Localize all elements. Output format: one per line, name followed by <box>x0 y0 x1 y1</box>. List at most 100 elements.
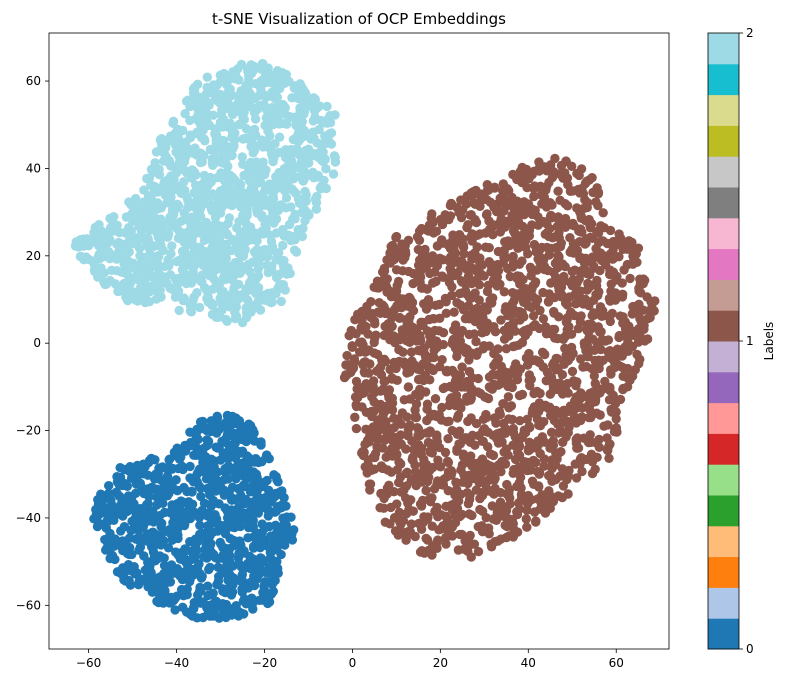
point-label-1 <box>432 261 443 271</box>
point-label-2 <box>188 84 199 94</box>
point-label-1 <box>402 508 412 519</box>
point-label-1 <box>604 453 614 463</box>
point-label-2 <box>311 204 322 214</box>
point-label-0 <box>217 436 227 446</box>
point-label-0 <box>122 548 133 559</box>
point-label-1 <box>391 265 402 275</box>
point-label-0 <box>206 416 216 426</box>
colorbar-segment <box>708 33 739 65</box>
point-label-2 <box>167 241 177 251</box>
point-label-0 <box>280 540 290 550</box>
point-label-1 <box>631 249 641 259</box>
point-label-1 <box>561 357 571 367</box>
point-label-2 <box>267 241 277 252</box>
point-label-2 <box>219 142 229 152</box>
point-label-0 <box>142 500 152 510</box>
point-label-2 <box>231 302 242 312</box>
point-label-2 <box>196 228 206 238</box>
point-label-2 <box>127 293 137 304</box>
colorbar-tick-label: 2 <box>746 26 754 40</box>
point-label-1 <box>529 191 539 202</box>
point-label-1 <box>521 514 531 524</box>
point-label-2 <box>205 221 216 231</box>
point-label-2 <box>207 300 217 310</box>
point-label-2 <box>164 156 175 166</box>
point-label-2 <box>298 223 308 233</box>
point-label-2 <box>297 231 308 242</box>
point-label-0 <box>252 503 262 514</box>
point-label-0 <box>176 452 186 462</box>
point-label-0 <box>248 554 258 564</box>
point-label-1 <box>539 192 549 202</box>
point-label-2 <box>287 166 297 177</box>
point-label-0 <box>97 507 107 517</box>
point-label-0 <box>144 492 154 502</box>
point-label-0 <box>189 476 199 486</box>
point-label-1 <box>635 279 646 289</box>
point-label-2 <box>254 208 264 219</box>
point-label-2 <box>131 272 141 282</box>
point-label-1 <box>475 258 485 269</box>
colorbar-segment <box>708 217 739 250</box>
point-label-0 <box>130 505 140 515</box>
point-label-1 <box>446 393 456 403</box>
colorbar-segment <box>708 94 739 126</box>
point-label-2 <box>276 200 286 210</box>
point-label-1 <box>480 302 490 312</box>
point-label-1 <box>443 434 453 444</box>
point-label-2 <box>134 243 145 253</box>
point-label-1 <box>627 237 637 248</box>
colorbar-segment <box>708 310 739 342</box>
point-label-1 <box>355 389 365 399</box>
point-label-2 <box>139 221 150 231</box>
point-label-1 <box>610 399 621 409</box>
point-label-2 <box>245 171 256 181</box>
point-label-1 <box>535 421 546 431</box>
point-label-1 <box>583 198 593 208</box>
point-label-2 <box>196 155 207 165</box>
point-label-2 <box>254 163 265 173</box>
point-label-0 <box>164 455 174 465</box>
point-label-1 <box>362 301 372 312</box>
point-label-1 <box>611 407 621 417</box>
point-label-1 <box>548 436 558 446</box>
point-label-1 <box>417 443 427 453</box>
point-label-1 <box>508 169 518 180</box>
point-label-2 <box>181 278 192 289</box>
point-label-1 <box>638 318 648 328</box>
point-label-2 <box>201 262 211 272</box>
point-label-0 <box>153 597 164 608</box>
colorbar-segment <box>708 402 739 434</box>
y-tick-label: 60 <box>26 74 41 88</box>
point-label-1 <box>401 481 412 491</box>
point-label-2 <box>300 216 310 226</box>
point-label-0 <box>116 499 126 510</box>
point-label-0 <box>101 545 111 555</box>
point-label-0 <box>132 460 143 471</box>
point-label-1 <box>456 195 466 205</box>
point-label-0 <box>220 529 231 539</box>
point-label-0 <box>202 440 212 451</box>
point-label-0 <box>248 467 259 477</box>
point-label-1 <box>625 273 635 284</box>
point-label-1 <box>372 415 383 425</box>
point-label-2 <box>142 296 152 306</box>
point-label-2 <box>276 296 286 307</box>
point-label-1 <box>567 366 578 377</box>
point-label-1 <box>592 226 602 237</box>
point-label-2 <box>152 204 162 214</box>
point-label-1 <box>366 465 377 475</box>
point-label-0 <box>266 547 276 558</box>
point-label-1 <box>510 432 520 442</box>
point-label-2 <box>321 164 331 174</box>
point-label-1 <box>507 414 517 425</box>
point-label-2 <box>135 251 145 261</box>
point-label-0 <box>145 562 155 572</box>
point-label-1 <box>471 217 482 228</box>
point-label-1 <box>504 531 514 541</box>
point-label-2 <box>164 261 174 271</box>
point-label-1 <box>605 385 615 396</box>
point-label-2 <box>253 270 264 281</box>
point-label-1 <box>570 290 581 300</box>
